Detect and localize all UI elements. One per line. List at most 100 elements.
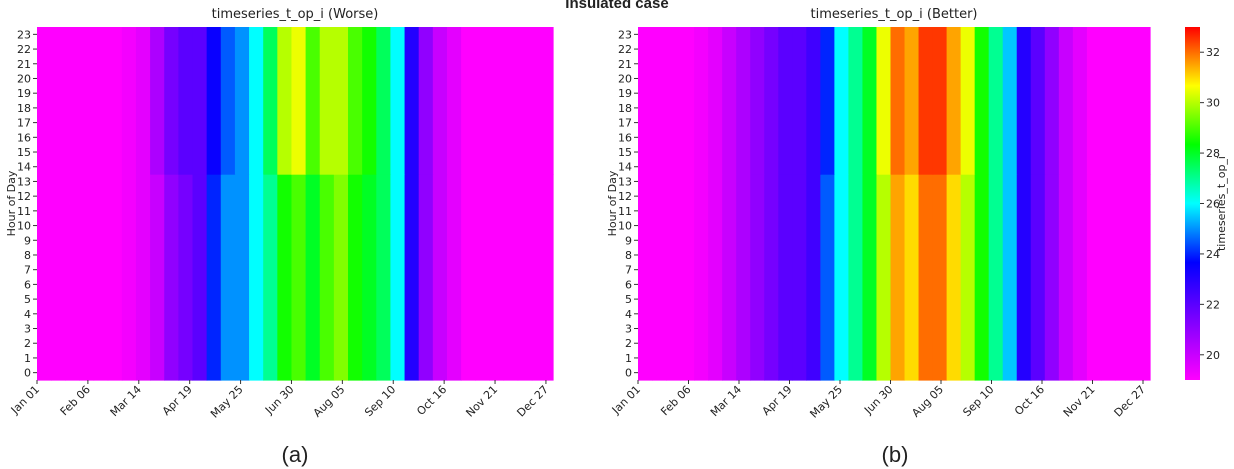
y-tick-label: 14: [618, 161, 632, 174]
y-tick-label: 12: [17, 190, 31, 203]
heatmap-cell: [390, 174, 406, 381]
y-tick-label: 4: [625, 308, 632, 321]
y-tick-label: 23: [618, 28, 632, 41]
heatmap-cell: [107, 174, 123, 381]
colorbar-tick-label: 24: [1206, 248, 1220, 261]
x-tick-label: Jun 30: [861, 383, 895, 417]
heatmap-cell: [736, 27, 751, 175]
colorbar: [1185, 27, 1200, 380]
heatmap-cell: [1002, 27, 1018, 175]
heatmap-cell: [722, 174, 737, 381]
y-tick-label: 11: [618, 205, 632, 218]
heatmap-cell: [150, 27, 165, 175]
heatmap-cell: [652, 174, 667, 381]
y-tick-label: 5: [24, 293, 31, 306]
heatmap-cell: [475, 27, 490, 175]
y-tick-label: 22: [17, 43, 31, 56]
heatmap-cell: [164, 174, 179, 381]
x-tick-label: Apr 19: [160, 383, 195, 418]
heatmap-cell: [263, 27, 278, 175]
heatmap-cell: [652, 27, 667, 175]
heatmap-cell: [503, 27, 519, 175]
x-tick-label: Jan 01: [609, 383, 643, 417]
heatmap-cell: [79, 174, 95, 381]
heatmap-cell: [178, 27, 194, 175]
heatmap-cell: [150, 174, 165, 381]
heatmap-cell: [446, 174, 462, 381]
heatmap-cell: [1114, 174, 1130, 381]
y-tick-label: 17: [618, 117, 632, 130]
heatmap-cell: [736, 174, 751, 381]
y-tick-label: 1: [625, 352, 632, 365]
heatmap-cell: [305, 27, 321, 175]
heatmap-cell: [666, 27, 681, 175]
heatmap-cell: [638, 174, 653, 381]
x-tick-label: Dec 27: [514, 383, 551, 420]
heatmap-cell: [1072, 27, 1088, 175]
y-tick-label: 11: [17, 205, 31, 218]
y-tick-label: 10: [17, 220, 31, 233]
y-tick-label: 5: [625, 293, 632, 306]
panel-title: timeseries_t_op_i (Better): [810, 7, 977, 22]
heatmap-cell: [107, 27, 123, 175]
heatmap-cell: [362, 27, 377, 175]
heatmap-cell: [65, 174, 81, 381]
y-tick-label: 20: [17, 72, 31, 85]
heatmap-cell: [503, 174, 519, 381]
y-tick-label: 18: [17, 102, 31, 115]
heatmap-cell: [545, 174, 554, 381]
heatmap-cell: [890, 174, 906, 381]
y-tick-label: 6: [24, 278, 31, 291]
heatmap-cell: [517, 27, 533, 175]
heatmap-cell: [820, 27, 835, 175]
y-tick-label: 9: [24, 234, 31, 247]
y-tick-label: 21: [618, 58, 632, 71]
heatmap-cell: [93, 27, 109, 175]
heatmap-cell: [220, 27, 236, 175]
x-tick-label: Feb 06: [58, 383, 93, 418]
y-axis-label: Hour of Day: [5, 170, 18, 236]
heatmap-cell: [1072, 174, 1088, 381]
colorbar-label: timeseries_t_op_i: [1215, 156, 1228, 251]
heatmap-cell: [319, 174, 335, 381]
x-tick-label: Feb 06: [658, 383, 693, 418]
heatmap-cell: [1002, 174, 1018, 381]
heatmap-cell: [666, 174, 681, 381]
heatmap-cell: [792, 27, 807, 175]
x-tick-label: Jun 30: [262, 383, 296, 417]
x-tick-label: Jan 01: [8, 383, 42, 417]
heatmap-cell: [974, 27, 990, 175]
heatmap-cell: [1016, 27, 1032, 175]
heatmap-cell: [263, 174, 278, 381]
heatmap-cell: [834, 174, 850, 381]
panel-caption: (a): [282, 442, 309, 467]
heatmap-cell: [960, 174, 976, 381]
y-tick-label: 19: [618, 87, 632, 100]
heatmap-cell: [918, 27, 934, 175]
y-tick-label: 13: [618, 175, 632, 188]
heatmap-cell: [778, 174, 793, 381]
x-tick-label: Dec 27: [1111, 383, 1148, 420]
heatmap-cell: [545, 27, 554, 175]
y-tick-label: 16: [618, 131, 632, 144]
heatmap-cell: [51, 174, 66, 381]
x-tick-label: Apr 19: [760, 383, 795, 418]
y-tick-label: 0: [24, 367, 31, 380]
heatmap-cell: [680, 27, 695, 175]
heatmap-cell: [220, 174, 236, 381]
heatmap-cell: [862, 27, 878, 175]
heatmap-cell: [1086, 27, 1102, 175]
y-tick-label: 4: [24, 308, 31, 321]
heatmap-cell: [806, 174, 821, 381]
heatmap-cell: [461, 174, 476, 381]
heatmap-cell: [1086, 174, 1102, 381]
heatmap-cell: [890, 27, 906, 175]
y-tick-label: 0: [625, 367, 632, 380]
heatmap-cell: [1142, 174, 1151, 381]
heatmap-cell: [834, 27, 850, 175]
x-tick-label: Nov 21: [1061, 383, 1098, 420]
heatmap-cell: [164, 27, 179, 175]
heatmap-cell: [404, 27, 420, 175]
heatmap-cell: [750, 27, 765, 175]
colorbar-tick-label: 32: [1206, 46, 1220, 59]
